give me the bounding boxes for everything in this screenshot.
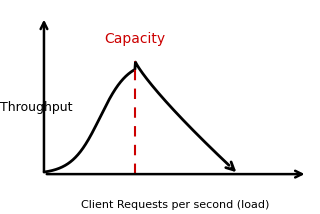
Text: Throughput: Throughput [0, 101, 73, 113]
Text: Capacity: Capacity [104, 32, 165, 46]
Text: Client Requests per second (load): Client Requests per second (load) [82, 200, 270, 210]
